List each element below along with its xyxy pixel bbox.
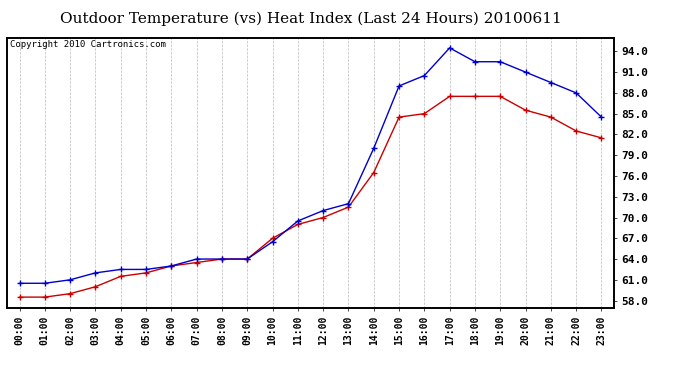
Text: Copyright 2010 Cartronics.com: Copyright 2010 Cartronics.com bbox=[10, 40, 166, 49]
Text: Outdoor Temperature (vs) Heat Index (Last 24 Hours) 20100611: Outdoor Temperature (vs) Heat Index (Las… bbox=[59, 11, 562, 26]
